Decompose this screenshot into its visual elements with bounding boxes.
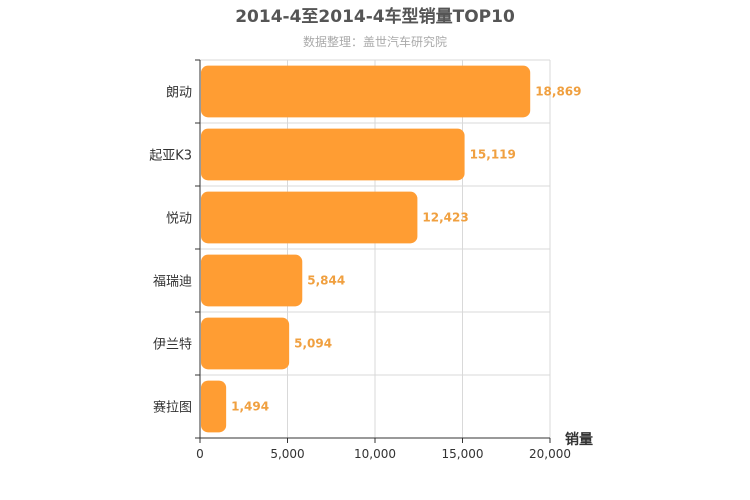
- x-tick-label: 0: [196, 447, 204, 461]
- y-tick-label: 悦动: [166, 212, 192, 227]
- x-tick-label: 5,000: [270, 447, 304, 461]
- bar: [201, 191, 418, 244]
- bar: [201, 254, 303, 307]
- y-tick-label: 起亚K3: [149, 149, 192, 164]
- bar-value-label: 1,494: [231, 400, 269, 414]
- y-tick-label: 福瑞迪: [153, 275, 192, 290]
- x-axis-title: 销量: [565, 431, 593, 448]
- bar: [201, 128, 465, 181]
- x-tick-label: 20,000: [529, 447, 571, 461]
- bar: [201, 317, 290, 370]
- bar-value-label: 18,869: [535, 85, 581, 99]
- bar: [201, 380, 227, 433]
- y-tick-label: 朗动: [166, 86, 192, 101]
- y-tick-label: 伊兰特: [153, 338, 192, 353]
- bar: [201, 65, 531, 118]
- bar-value-label: 5,094: [294, 337, 332, 351]
- x-tick-label: 10,000: [354, 447, 396, 461]
- bar-value-label: 12,423: [422, 211, 468, 225]
- chart-title: 2014-4至2014-4车型销量TOP10: [235, 6, 515, 27]
- grid-lines: [200, 59, 551, 438]
- chart-subtitle: 数据整理：盖世汽车研究院: [303, 34, 447, 49]
- bar-series: 18,869 15,119 12,423 5,844 5,094 1,494: [201, 65, 582, 433]
- x-tick-label: 15,000: [442, 447, 484, 461]
- bar-value-label: 5,844: [307, 274, 345, 288]
- bar-value-label: 15,119: [470, 148, 516, 162]
- y-tick-label: 赛拉图: [153, 400, 192, 416]
